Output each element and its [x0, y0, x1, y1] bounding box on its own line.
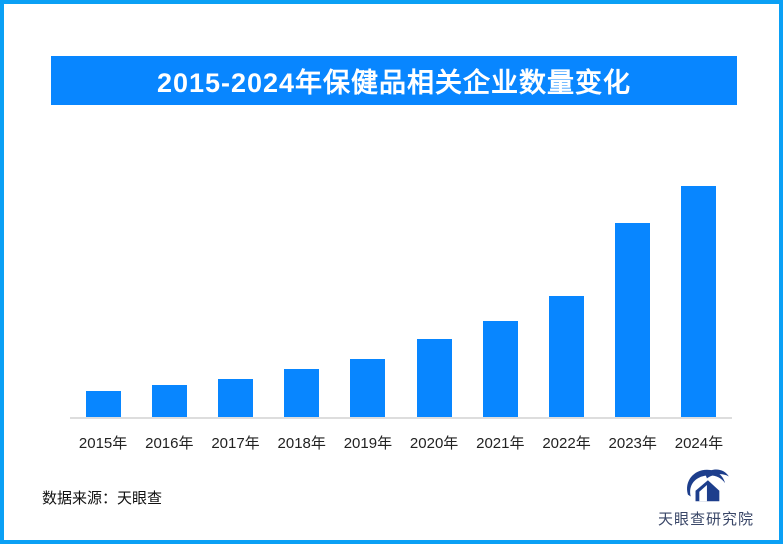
- bar-column-2015年: [70, 186, 136, 417]
- bar-2022年: [549, 295, 585, 417]
- x-tick-label-2024年: 2024年: [674, 435, 724, 452]
- bar-2016年: [151, 384, 187, 417]
- bar-2015年: [85, 391, 121, 417]
- x-tick-label-2022年: 2022年: [542, 435, 591, 452]
- bar-column-2021年: [467, 186, 533, 417]
- bar-2019年: [350, 359, 386, 417]
- title-banner: 2015-2024年保健品相关企业数量变化: [51, 56, 737, 105]
- bar-column-2016年: [136, 186, 202, 417]
- bar-2017年: [218, 378, 253, 417]
- bar-2021年: [482, 320, 518, 417]
- x-tick-label-2021年: 2021年: [476, 435, 525, 452]
- x-tick-label-2015年: 2015年: [78, 435, 128, 452]
- x-tick-label-2018年: 2018年: [277, 435, 326, 452]
- bar-2023年: [615, 223, 651, 417]
- bar-column-2019年: [335, 186, 401, 417]
- x-tick-label-2023年: 2023年: [608, 435, 657, 452]
- bar-2020年: [416, 338, 452, 417]
- bar-chart: [70, 186, 732, 417]
- bar-2024年: [681, 186, 717, 417]
- x-tick-label-2016年: 2016年: [145, 435, 194, 452]
- bar-2018年: [284, 368, 320, 417]
- brand-logo: 天眼查研究院: [654, 466, 758, 529]
- brand-logo-label: 天眼查研究院: [657, 511, 754, 528]
- bar-series: [70, 186, 732, 417]
- chart-title: 2015-2024年保健品相关企业数量变化: [156, 68, 632, 98]
- x-axis-labels: 2015年 2016年 2017年 2018年 2019年 2020年 2021年 2022年…: [70, 432, 732, 453]
- data-source-caption: 数据来源：天眼查: [42, 490, 163, 507]
- bar-column-2024年: [666, 186, 732, 417]
- bar-column-2018年: [269, 186, 335, 417]
- bar-column-2020年: [401, 186, 467, 417]
- x-tick-label-2017年: 2017年: [211, 435, 260, 452]
- x-axis-line: [70, 417, 732, 419]
- x-tick-label-2020年: 2020年: [409, 435, 459, 452]
- bar-column-2023年: [600, 186, 666, 417]
- tianyancha-logo-icon: [687, 469, 729, 502]
- bar-column-2022年: [533, 186, 599, 417]
- x-tick-label-2019年: 2019年: [343, 435, 393, 452]
- bar-column-2017年: [202, 186, 268, 417]
